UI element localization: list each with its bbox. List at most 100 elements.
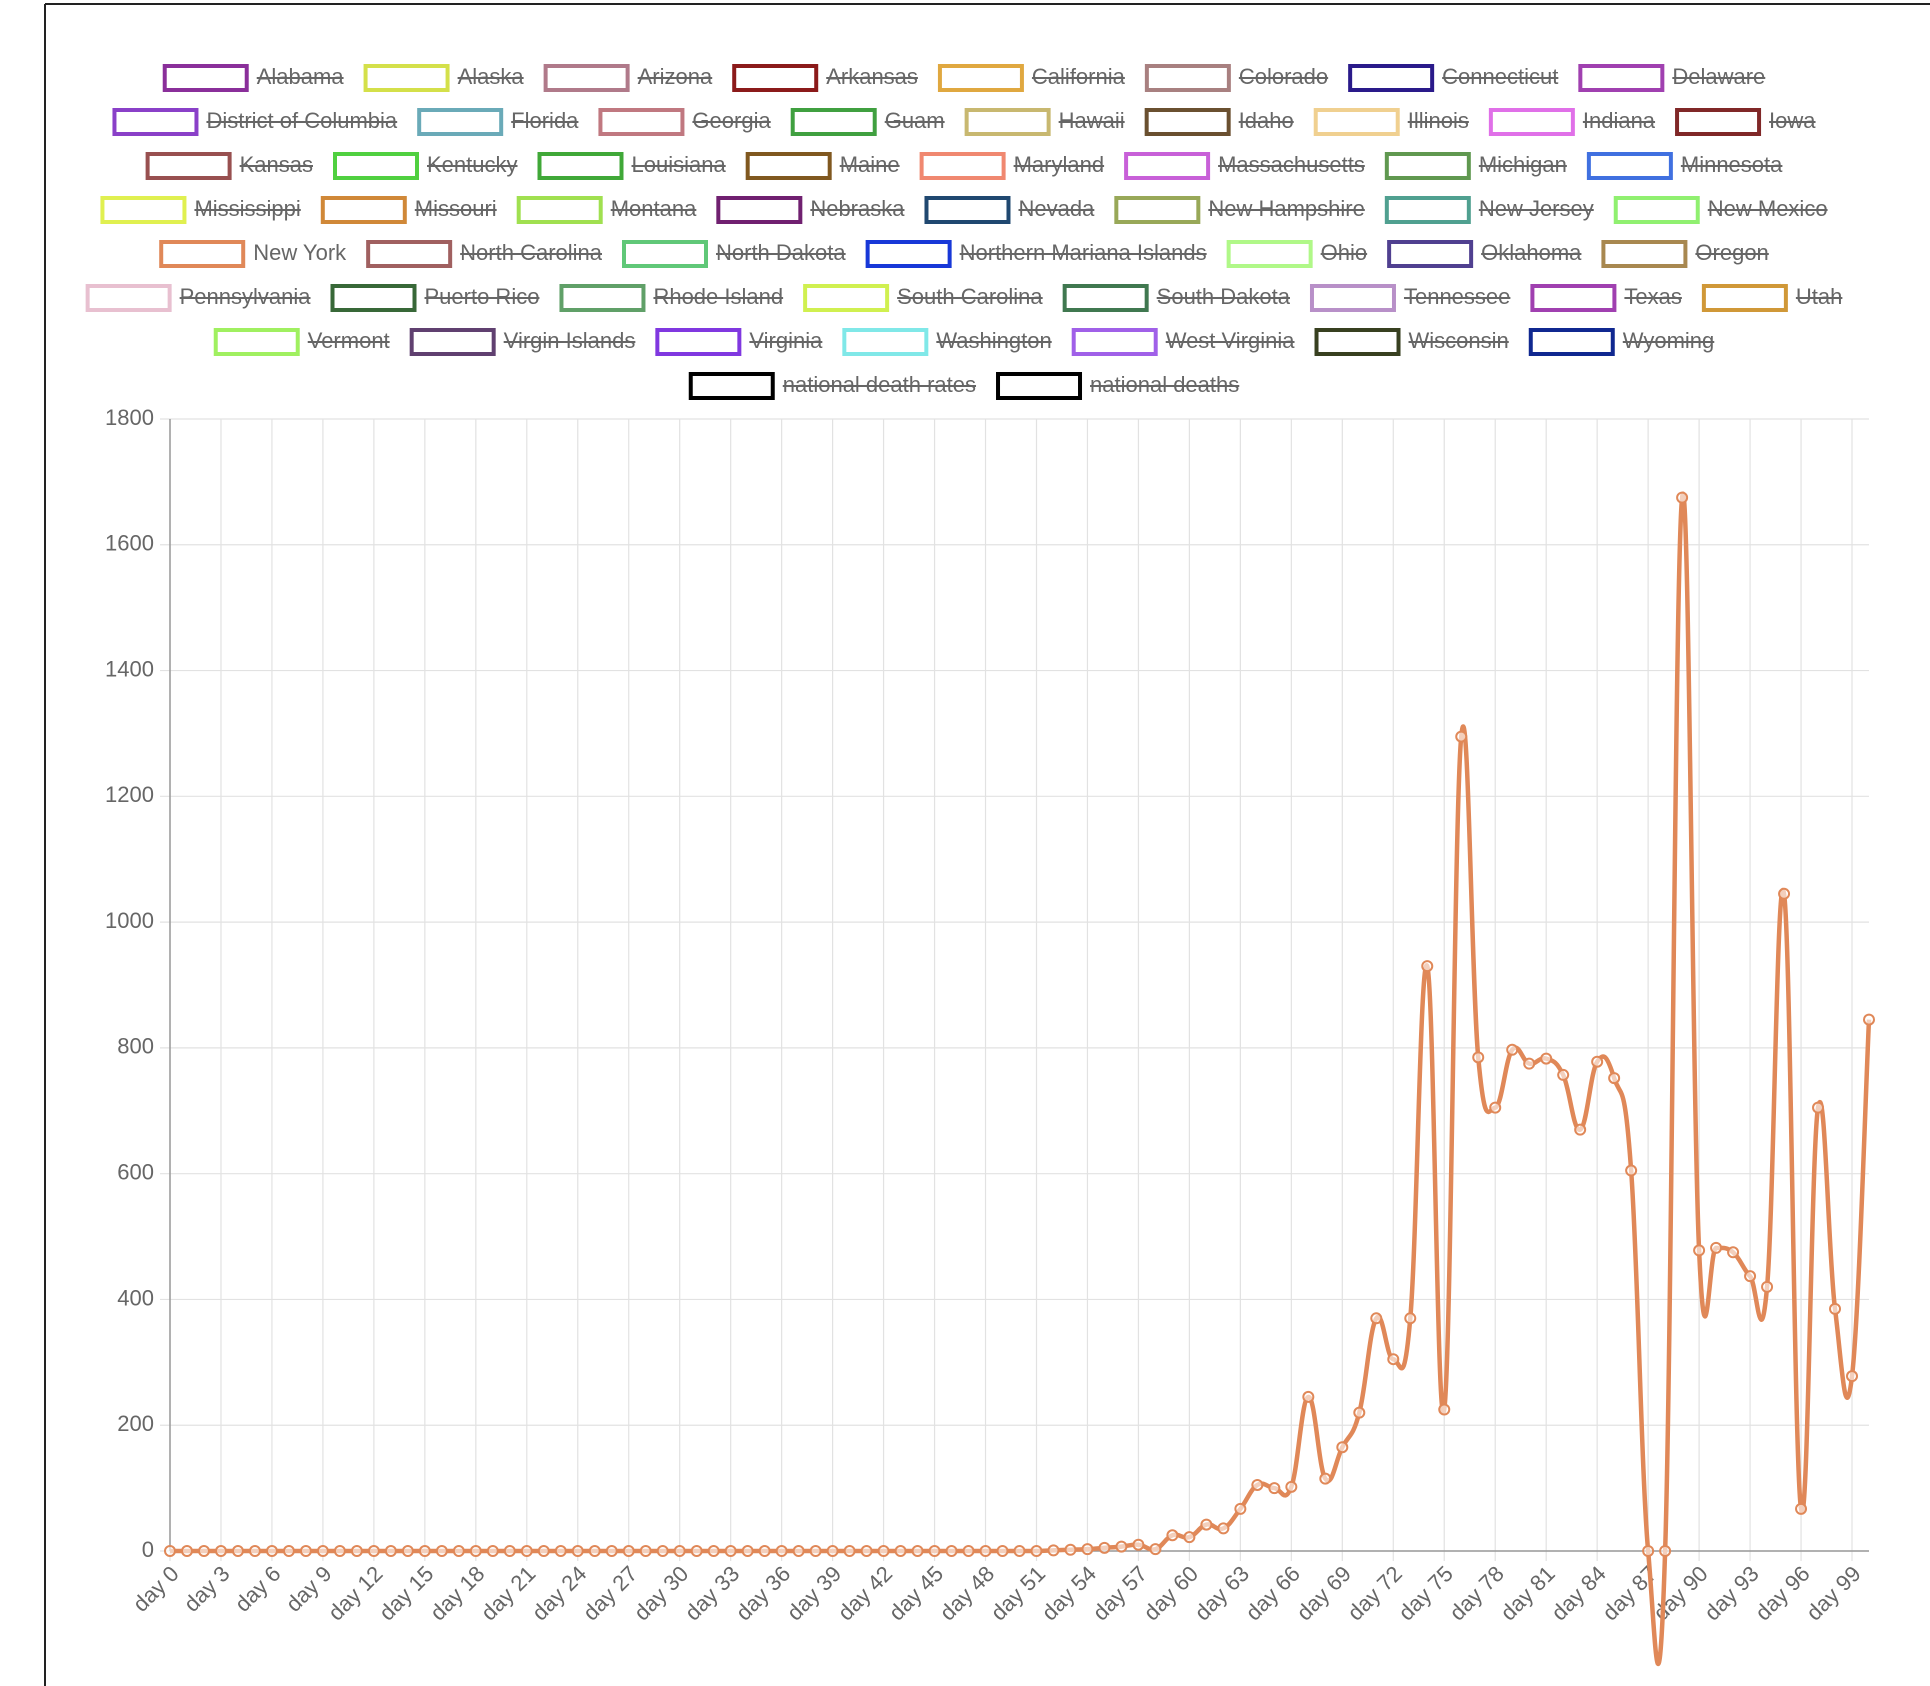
legend-item[interactable]: Ohio (1226, 240, 1368, 268)
x-tick-label: day 0 (128, 1561, 184, 1617)
legend-item[interactable]: Kentucky (333, 152, 518, 180)
legend-swatch (162, 64, 249, 92)
legend-item[interactable]: Pennsylvania (85, 284, 312, 312)
legend-item[interactable]: Illinois (1313, 108, 1469, 136)
legend-item[interactable]: Delaware (1578, 64, 1766, 92)
legend-item[interactable]: Maine (745, 152, 900, 180)
legend-item[interactable]: Minnesota (1586, 152, 1783, 180)
legend-item[interactable]: Hawaii (964, 108, 1125, 136)
legend-label: Colorado (1239, 64, 1328, 89)
legend-item[interactable]: Oklahoma (1387, 240, 1582, 268)
y-tick-label: 200 (117, 1411, 154, 1436)
legend-item[interactable]: Florida (417, 108, 579, 136)
legend-item[interactable]: South Carolina (803, 284, 1043, 312)
legend-item[interactable]: Virginia (655, 328, 823, 356)
data-point (877, 1545, 890, 1557)
legend-item[interactable]: Maryland (919, 152, 1105, 180)
data-point (809, 1545, 822, 1557)
legend-item[interactable]: District of Columbia (112, 108, 398, 136)
legend-item[interactable]: California (937, 64, 1126, 92)
legend-item[interactable]: Tennessee (1309, 284, 1511, 312)
data-point (1795, 1502, 1808, 1515)
legend-label: Georgia (692, 108, 771, 133)
legend-item[interactable]: North Dakota (622, 240, 846, 268)
legend-swatch (330, 284, 417, 312)
legend-swatch (716, 196, 803, 224)
data-point (1302, 1390, 1315, 1403)
legend-item[interactable]: Colorado (1144, 64, 1329, 92)
legend-item[interactable]: Utah (1701, 284, 1843, 312)
legend-item[interactable]: Kansas (145, 152, 313, 180)
data-point (758, 1545, 771, 1557)
legend-item[interactable]: Wyoming (1528, 328, 1715, 356)
legend-swatch (1144, 64, 1231, 92)
legend-item[interactable]: Vermont (213, 328, 390, 356)
legend-item[interactable]: Alabama (162, 64, 345, 92)
legend-item[interactable]: Alaska (363, 64, 525, 92)
legend-label: California (1032, 64, 1126, 89)
legend-label: Kansas (240, 152, 313, 177)
legend-item[interactable]: Nevada (924, 196, 1095, 224)
legend-swatch (409, 328, 496, 356)
data-point (367, 1545, 380, 1557)
data-point (1608, 1072, 1621, 1085)
legend-swatch (516, 196, 603, 224)
legend-item[interactable]: Montana (516, 196, 697, 224)
legend-item[interactable]: Georgia (598, 108, 771, 136)
legend-item[interactable]: Missouri (320, 196, 497, 224)
data-point (571, 1545, 584, 1557)
legend-item[interactable]: Virgin Islands (409, 328, 636, 356)
legend-item[interactable]: Iowa (1675, 108, 1816, 136)
legend-item[interactable]: Louisiana (537, 152, 727, 180)
data-point (962, 1545, 975, 1557)
legend-item[interactable]: Arizona (543, 64, 713, 92)
legend-label: Virgin Islands (504, 328, 636, 353)
legend-swatch (1313, 108, 1400, 136)
legend-label: New Mexico (1708, 196, 1828, 221)
legend-item[interactable]: Connecticut (1348, 64, 1559, 92)
data-point (180, 1545, 193, 1557)
legend-item[interactable]: Wisconsin (1314, 328, 1509, 356)
x-tick-label: day 15 (374, 1561, 438, 1625)
legend-item[interactable]: Massachusetts (1124, 152, 1365, 180)
legend-item[interactable]: Northern Mariana Islands (865, 240, 1207, 268)
legend-swatch (1114, 196, 1201, 224)
legend-item[interactable]: Texas (1530, 284, 1682, 312)
legend-item[interactable]: Indiana (1488, 108, 1656, 136)
legend-item[interactable]: Washington (842, 328, 1052, 356)
legend-item[interactable]: Idaho (1144, 108, 1294, 136)
legend-swatch (732, 64, 819, 92)
legend-item[interactable]: South Dakota (1062, 284, 1291, 312)
legend-item[interactable]: New Jersey (1384, 196, 1594, 224)
data-point (1404, 1312, 1417, 1325)
legend-item[interactable]: Mississippi (100, 196, 301, 224)
legend-item[interactable]: Arkansas (732, 64, 918, 92)
legend-label: national deaths (1090, 372, 1239, 397)
legend-item[interactable]: Guam (790, 108, 945, 136)
legend-item[interactable]: Michigan (1384, 152, 1567, 180)
data-point (282, 1545, 295, 1557)
data-point (724, 1545, 737, 1557)
data-point (1744, 1270, 1757, 1283)
legend-item[interactable]: national deaths (996, 372, 1240, 400)
legend-item[interactable]: West Virginia (1071, 328, 1296, 356)
legend-label: Vermont (308, 328, 390, 353)
legend-item[interactable]: national death rates (688, 372, 977, 400)
data-point (673, 1545, 686, 1557)
legend-item[interactable]: Rhode Island (559, 284, 784, 312)
data-point (707, 1545, 720, 1557)
legend-label: Indiana (1583, 108, 1656, 133)
legend-swatch (333, 152, 419, 180)
x-tick-label: day 90 (1648, 1561, 1712, 1625)
legend-item[interactable]: Puerto Rico (330, 284, 540, 312)
legend-item[interactable]: Nebraska (716, 196, 905, 224)
x-tick-label: day 93 (1699, 1561, 1763, 1625)
x-tick-label: day 30 (629, 1561, 693, 1625)
legend-item[interactable]: North Carolina (366, 240, 603, 268)
data-point (979, 1545, 992, 1557)
data-point (469, 1545, 482, 1557)
legend-item[interactable]: Oregon (1601, 240, 1769, 268)
legend-item[interactable]: New Hampshire (1114, 196, 1365, 224)
legend-item[interactable]: New Mexico (1613, 196, 1828, 224)
legend-item[interactable]: New York (159, 240, 347, 268)
